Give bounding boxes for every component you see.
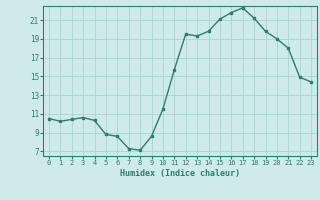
X-axis label: Humidex (Indice chaleur): Humidex (Indice chaleur) (120, 169, 240, 178)
